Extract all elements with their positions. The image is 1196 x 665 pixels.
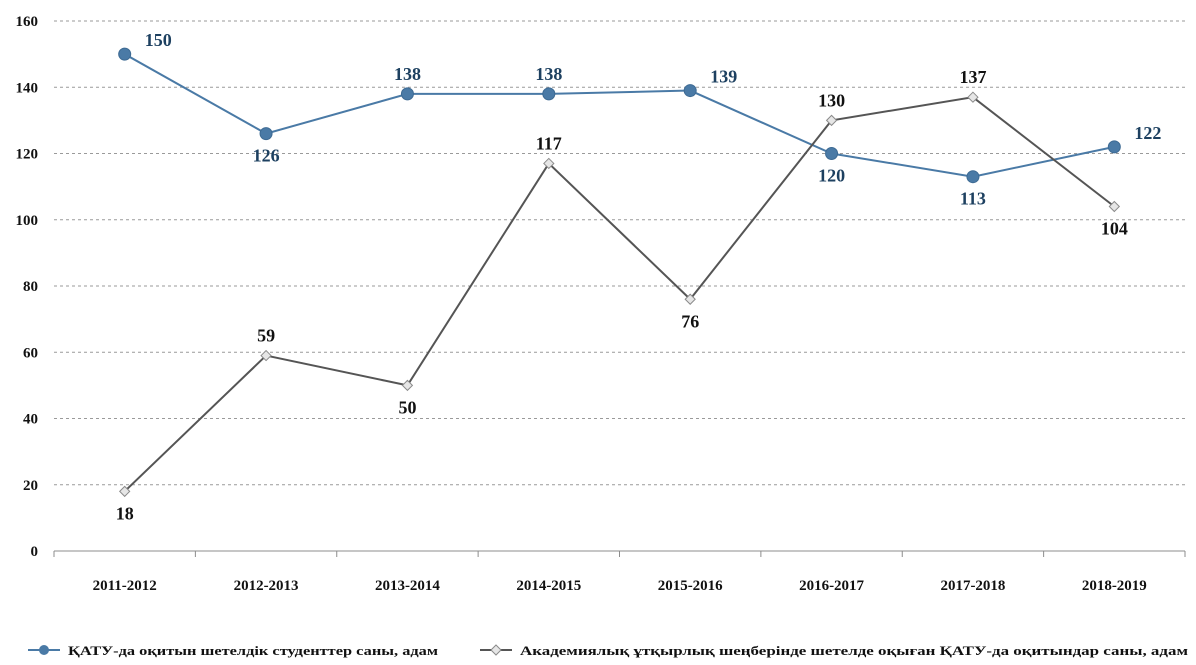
x-tick-label: 2018-2019 <box>1082 578 1147 594</box>
legend-label: Академиялық ұтқырлық шеңберінде шетелде … <box>520 643 1188 658</box>
series <box>118 47 1121 498</box>
data-label: 138 <box>394 64 421 84</box>
x-tick-label: 2011-2012 <box>93 578 157 594</box>
data-label: 126 <box>253 146 280 166</box>
data-point <box>401 379 414 392</box>
y-tick-label: 0 <box>31 544 39 560</box>
data-label: 130 <box>818 90 845 110</box>
y-tick-label: 40 <box>23 412 38 428</box>
legend-marker <box>490 644 502 656</box>
data-point <box>825 147 839 160</box>
y-tick-label: 140 <box>16 80 39 96</box>
data-label: 76 <box>681 311 699 331</box>
data-point <box>400 87 414 101</box>
data-point <box>966 170 980 184</box>
data-label: 104 <box>1101 219 1128 239</box>
data-labels: 150 126 138 138 139 120 113 122 18 59 50 117 76 130 13… <box>116 30 1162 523</box>
data-point <box>684 293 696 305</box>
legend-marker <box>39 645 49 655</box>
x-tick-label: 2016-2017 <box>799 578 864 594</box>
data-point <box>259 127 273 141</box>
x-axis-tick-labels: 2011-2012 2012-2013 2013-2014 2014-2015 2015… <box>93 578 1147 594</box>
data-label: 50 <box>398 397 416 417</box>
y-tick-label: 20 <box>23 478 38 494</box>
y-axis-tick-labels: 0 20 40 60 80 100 120 140 160 <box>16 14 39 560</box>
data-label: 138 <box>535 64 562 84</box>
data-label: 150 <box>145 30 172 50</box>
legend: ҚАТУ-да оқитын шетелдік студенттер саны,… <box>28 643 1188 658</box>
axes <box>53 550 1186 557</box>
data-point <box>1108 200 1121 213</box>
data-label: 117 <box>536 133 562 153</box>
data-label: 113 <box>960 189 986 209</box>
data-label: 122 <box>1134 123 1161 143</box>
data-point <box>967 91 979 103</box>
x-tick-label: 2014-2015 <box>516 578 581 594</box>
y-tick-label: 120 <box>16 147 39 163</box>
data-point <box>118 485 131 498</box>
x-tick-label: 2015-2016 <box>658 578 723 594</box>
gridlines <box>54 20 1185 486</box>
data-point <box>118 47 132 61</box>
data-point <box>543 157 555 170</box>
data-label: 139 <box>710 67 737 87</box>
data-point <box>260 349 272 362</box>
legend-label: ҚАТУ-да оқитын шетелдік студенттер саны,… <box>68 643 438 658</box>
data-label: 18 <box>116 503 134 523</box>
data-label: 120 <box>818 166 845 186</box>
series-line-1 <box>124 53 1115 178</box>
y-tick-label: 80 <box>23 279 38 295</box>
data-point <box>542 87 556 101</box>
data-point <box>1107 140 1121 154</box>
series-line-2 <box>123 96 1115 493</box>
data-label: 59 <box>257 326 275 346</box>
x-tick-label: 2013-2014 <box>375 578 440 594</box>
x-tick-label: 2012-2013 <box>234 578 299 594</box>
data-point <box>683 84 697 98</box>
data-label: 137 <box>959 67 986 87</box>
y-tick-label: 60 <box>23 345 38 361</box>
data-point <box>825 114 838 127</box>
y-tick-label: 100 <box>16 213 39 229</box>
y-tick-label: 160 <box>16 14 39 30</box>
x-tick-label: 2017-2018 <box>940 578 1005 594</box>
